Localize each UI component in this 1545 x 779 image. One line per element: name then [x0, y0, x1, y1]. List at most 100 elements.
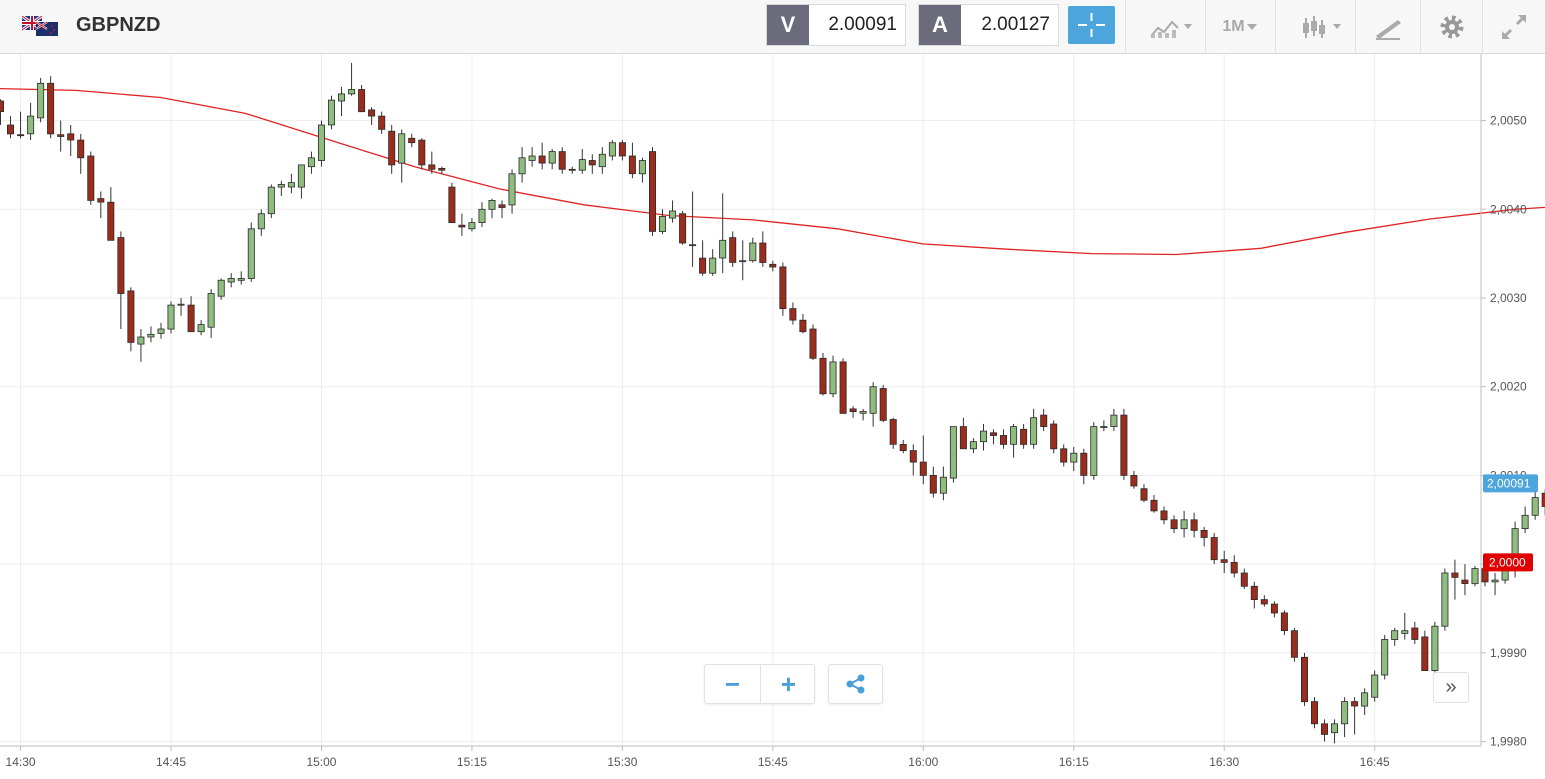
bullish-candle	[508, 169, 516, 214]
bullish-candle	[1401, 612, 1409, 640]
candle-body	[649, 151, 657, 232]
candle-body	[448, 186, 456, 224]
bullish-candle	[528, 147, 536, 167]
candle-body	[990, 432, 998, 436]
candle-body	[829, 361, 837, 395]
price-chart[interactable]: 14:30 14:45 15:00 15:15 15:30 15:45 16:00 16:15…	[0, 54, 1545, 779]
bearish-candle	[889, 417, 897, 449]
settings-button[interactable]	[1420, 0, 1482, 54]
candle-body	[588, 160, 596, 166]
candle-style-button[interactable]	[1275, 0, 1355, 54]
ma-price-marker: 2,0000	[1483, 553, 1533, 572]
candle-body	[1521, 514, 1529, 529]
bearish-candle	[1270, 601, 1278, 618]
candle-body	[1371, 674, 1379, 698]
period-label: 1M	[1222, 18, 1245, 35]
candle-body	[809, 328, 817, 359]
bullish-candle	[709, 249, 717, 276]
x-tick-label: 14:30	[6, 755, 36, 769]
bullish-candle	[157, 322, 165, 339]
sell-price-button[interactable]: V 2.00091	[766, 4, 906, 46]
bearish-candle	[759, 231, 767, 267]
candle-body	[287, 182, 295, 188]
fullscreen-button[interactable]	[1482, 0, 1545, 54]
candle-body	[418, 139, 426, 166]
bullish-candle	[638, 157, 646, 183]
candle-body	[97, 198, 105, 203]
bullish-candle	[598, 147, 606, 174]
gear-icon	[1440, 15, 1463, 39]
candle-body	[689, 244, 697, 247]
candle-body	[558, 151, 566, 170]
bearish-candle	[849, 406, 857, 418]
bearish-candle	[779, 262, 787, 316]
candle-body	[1070, 452, 1078, 463]
bearish-candle	[1140, 484, 1148, 503]
candle-body	[388, 130, 396, 166]
bullish-candle	[1331, 719, 1339, 744]
bearish-candle	[1120, 408, 1128, 480]
chart-grid	[0, 54, 1481, 746]
bearish-candle	[1160, 506, 1168, 525]
crosshair-icon	[1078, 13, 1105, 37]
candle-body	[1180, 519, 1188, 530]
bullish-candle	[1391, 628, 1399, 646]
bearish-candle	[7, 116, 14, 139]
zoom-controls: − +	[704, 664, 815, 704]
candle-body	[247, 228, 255, 279]
candle-body	[1331, 723, 1339, 734]
zoom-in-button[interactable]: +	[780, 668, 797, 699]
current-price-label: 2,00091	[1487, 476, 1531, 490]
candle-body	[167, 304, 175, 330]
candle-body	[1461, 579, 1469, 584]
bullish-candle	[939, 466, 947, 501]
candle-body	[1140, 488, 1148, 501]
candle-body	[127, 290, 135, 343]
bearish-candle	[588, 154, 596, 174]
bullish-candle	[137, 329, 145, 362]
bullish-candle	[307, 151, 315, 174]
zoom-out-button[interactable]: −	[724, 668, 741, 699]
bullish-candle	[197, 320, 205, 336]
bearish-candle	[628, 142, 636, 179]
bearish-candle	[458, 213, 466, 236]
buy-price-button[interactable]: A 2.00127	[918, 4, 1059, 46]
scroll-to-latest-button[interactable]: »	[1433, 672, 1469, 703]
share-button[interactable]	[828, 664, 883, 704]
bullish-candle	[177, 297, 185, 316]
bullish-candle	[980, 423, 988, 451]
bearish-candle	[1351, 697, 1359, 735]
candle-body	[909, 450, 917, 463]
chart-type-button[interactable]	[1125, 0, 1205, 54]
candlestick-icon	[1302, 16, 1341, 38]
candle-body	[719, 239, 727, 259]
bearish-candle	[1541, 488, 1545, 516]
bearish-candle	[568, 166, 576, 174]
candle-body	[237, 278, 245, 281]
moving-average-layer	[0, 87, 1545, 256]
bearish-candle	[47, 76, 55, 139]
bearish-candle	[1280, 610, 1288, 636]
candle-body	[1301, 656, 1309, 703]
bearish-candle	[498, 200, 506, 219]
candle-body	[799, 319, 807, 333]
crosshair-button[interactable]	[1068, 6, 1115, 44]
candle-body	[398, 133, 406, 164]
bearish-candle	[879, 384, 887, 423]
bearish-candle	[789, 302, 797, 325]
candle-body	[7, 124, 14, 135]
candle-body	[227, 278, 235, 283]
period-selector[interactable]: 1M	[1205, 0, 1275, 54]
drawing-tools-button[interactable]	[1355, 0, 1420, 54]
candle-body	[538, 155, 546, 164]
candle-body	[1000, 435, 1008, 445]
bearish-candle	[1050, 420, 1058, 454]
bearish-candle	[1080, 448, 1088, 485]
candle-body	[618, 142, 626, 157]
bullish-candle	[277, 180, 285, 196]
bullish-candle	[669, 200, 677, 223]
candle-body	[1240, 572, 1248, 587]
candle-body	[147, 333, 155, 338]
candle-body	[468, 222, 476, 230]
x-tick-label: 15:45	[758, 755, 788, 769]
